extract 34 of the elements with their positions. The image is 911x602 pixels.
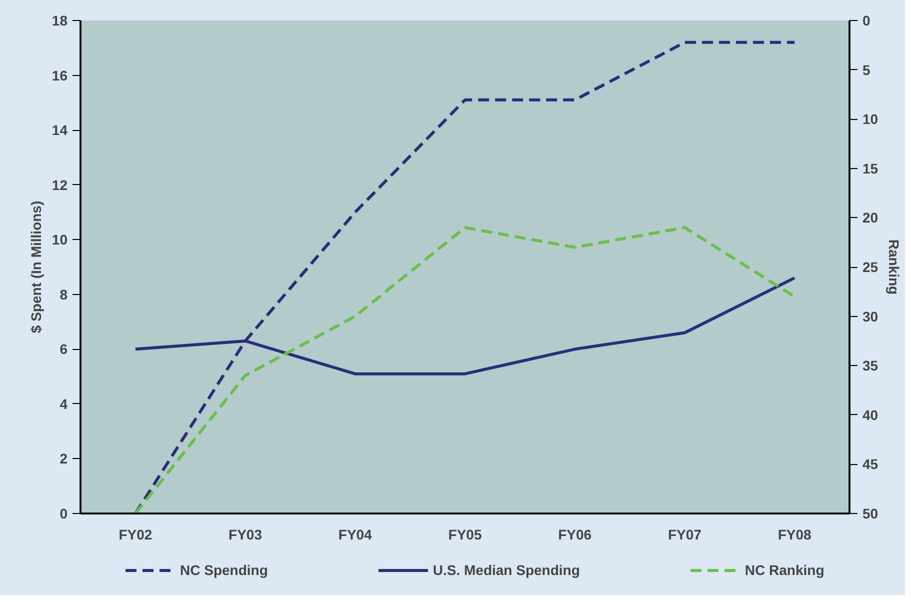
y2-tick-label: 10 (862, 111, 878, 128)
y-tick-label: 2 (60, 450, 68, 467)
y-tick-label: 10 (52, 232, 68, 248)
y2-tick-label: 15 (862, 160, 878, 176)
x-tick-label: FY03 (228, 526, 262, 542)
y-tick-label: 18 (52, 12, 68, 28)
legend-label: NC Ranking (744, 562, 824, 578)
y-axis-title: $ Spent (In Millions) (28, 200, 44, 334)
y2-tick-label: 50 (862, 506, 878, 522)
x-tick-label: FY02 (118, 526, 152, 542)
y-tick-label: 8 (60, 286, 68, 302)
y2-tick-label: 25 (862, 259, 878, 275)
y-tick-label: 14 (52, 122, 68, 138)
y-tick-label: 6 (60, 341, 68, 358)
y2-axis-title: Ranking (886, 239, 902, 295)
y-tick-label: 12 (52, 176, 68, 193)
y-tick-label: 16 (52, 67, 68, 84)
x-tick-label: FY07 (668, 526, 702, 542)
line-series (134, 40, 796, 514)
legend-label: NC Spending (180, 562, 268, 578)
x-tick-label: FY04 (338, 526, 372, 542)
y2-tick-label: 30 (862, 308, 878, 324)
y2-tick-label: 45 (862, 456, 878, 472)
y2-tick-label: 20 (862, 210, 878, 226)
y2-tick-label: 0 (862, 12, 870, 28)
x-tick-label: FY05 (448, 526, 482, 542)
x-tick-label: FY06 (558, 526, 592, 542)
y-tick-label: 4 (60, 396, 68, 412)
y-tick-label: 0 (60, 506, 68, 522)
y2-tick-label: 5 (862, 62, 870, 78)
x-tick-label: FY08 (778, 526, 812, 542)
legend-label: U.S. Median Spending (432, 562, 580, 578)
y2-tick-label: 40 (862, 406, 878, 423)
y2-tick-label: 35 (862, 358, 878, 374)
